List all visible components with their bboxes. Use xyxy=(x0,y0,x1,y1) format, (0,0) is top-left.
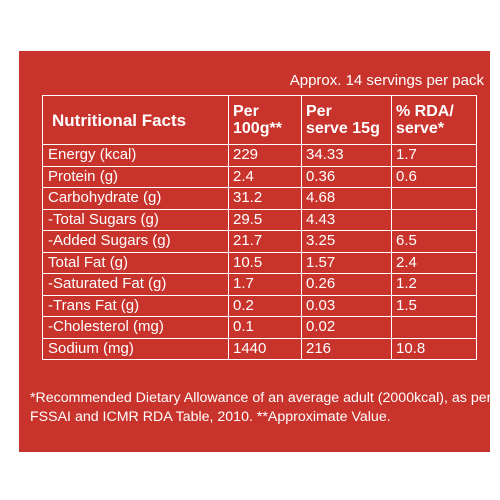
table-row: -Trans Fat (g) 0.2 0.03 1.5 xyxy=(42,294,477,317)
value-per-100g: 21.7 xyxy=(228,230,302,253)
value-per-serve: 4.68 xyxy=(301,187,392,210)
nutrient-name: Energy (kcal) xyxy=(42,144,229,167)
nutrient-name: Total Fat (g) xyxy=(42,251,229,274)
nutrient-name: -Total Sugars (g) xyxy=(42,208,229,231)
header-rda-line1: % RDA/ xyxy=(396,103,454,120)
footnote-line-2: FSSAI and ICMR RDA Table, 2010. **Approx… xyxy=(30,409,391,425)
value-rda: 6.5 xyxy=(391,230,477,253)
table-row: Energy (kcal) 229 34.33 1.7 xyxy=(42,144,477,167)
table-header-row: Nutritional Facts Per 100g** Per serve 1… xyxy=(42,95,477,145)
value-per-serve: 1.57 xyxy=(301,251,392,274)
value-per-serve: 0.26 xyxy=(301,273,392,296)
header-per-serve-line1: Per xyxy=(306,103,332,120)
header-per-serve-line2: serve 15g xyxy=(306,120,380,137)
value-per-100g: 2.4 xyxy=(228,165,302,188)
table-row: Sodium (mg) 1440 216 10.8 xyxy=(42,337,477,360)
value-rda: 0.6 xyxy=(391,165,477,188)
nutrient-name: -Cholesterol (mg) xyxy=(42,316,229,339)
value-per-100g: 1.7 xyxy=(228,273,302,296)
header-rda-line2: serve* xyxy=(396,120,445,137)
value-rda xyxy=(391,316,477,339)
value-per-100g: 0.1 xyxy=(228,316,302,339)
header-rda: % RDA/ serve* xyxy=(391,95,477,145)
table-row: Carbohydrate (g) 31.2 4.68 xyxy=(42,187,477,210)
header-per-100g-line1: Per xyxy=(233,103,259,120)
value-per-100g: 31.2 xyxy=(228,187,302,210)
value-per-serve: 4.43 xyxy=(301,208,392,231)
value-rda: 2.4 xyxy=(391,251,477,274)
value-rda: 1.5 xyxy=(391,294,477,317)
value-per-serve: 34.33 xyxy=(301,144,392,167)
value-per-100g: 0.2 xyxy=(228,294,302,317)
value-per-100g: 1440 xyxy=(228,337,302,360)
value-per-serve: 3.25 xyxy=(301,230,392,253)
header-per-100g: Per 100g** xyxy=(228,95,302,145)
nutrient-name: -Added Sugars (g) xyxy=(42,230,229,253)
value-rda: 1.2 xyxy=(391,273,477,296)
value-per-serve: 0.36 xyxy=(301,165,392,188)
table-row: -Total Sugars (g) 29.5 4.43 xyxy=(42,208,477,231)
table-row: -Saturated Fat (g) 1.7 0.26 1.2 xyxy=(42,273,477,296)
value-per-100g: 10.5 xyxy=(228,251,302,274)
table-row: -Added Sugars (g) 21.7 3.25 6.5 xyxy=(42,230,477,253)
nutrient-name: Protein (g) xyxy=(42,165,229,188)
nutrient-name: Sodium (mg) xyxy=(42,337,229,360)
value-rda: 10.8 xyxy=(391,337,477,360)
value-per-100g: 29.5 xyxy=(228,208,302,231)
nutrient-name: -Trans Fat (g) xyxy=(42,294,229,317)
nutrient-name: -Saturated Fat (g) xyxy=(42,273,229,296)
value-per-serve: 0.03 xyxy=(301,294,392,317)
table-row: Total Fat (g) 10.5 1.57 2.4 xyxy=(42,251,477,274)
nutrient-name: Carbohydrate (g) xyxy=(42,187,229,210)
header-per-serve: Per serve 15g xyxy=(301,95,392,145)
servings-note: Approx. 14 servings per pack xyxy=(289,72,484,89)
value-rda xyxy=(391,208,477,231)
header-per-100g-line2: 100g** xyxy=(233,120,282,137)
header-nutritional-facts: Nutritional Facts xyxy=(42,95,229,145)
footnote-line-1: *Recommended Dietary Allowance of an ave… xyxy=(30,390,492,406)
table-row: -Cholesterol (mg) 0.1 0.02 xyxy=(42,316,477,339)
value-rda: 1.7 xyxy=(391,144,477,167)
footnote: *Recommended Dietary Allowance of an ave… xyxy=(30,389,492,427)
nutrition-facts-table: Nutritional Facts Per 100g** Per serve 1… xyxy=(42,95,477,360)
value-per-serve: 0.02 xyxy=(301,316,392,339)
value-per-serve: 216 xyxy=(301,337,392,360)
table-row: Protein (g) 2.4 0.36 0.6 xyxy=(42,165,477,188)
value-per-100g: 229 xyxy=(228,144,302,167)
value-rda xyxy=(391,187,477,210)
